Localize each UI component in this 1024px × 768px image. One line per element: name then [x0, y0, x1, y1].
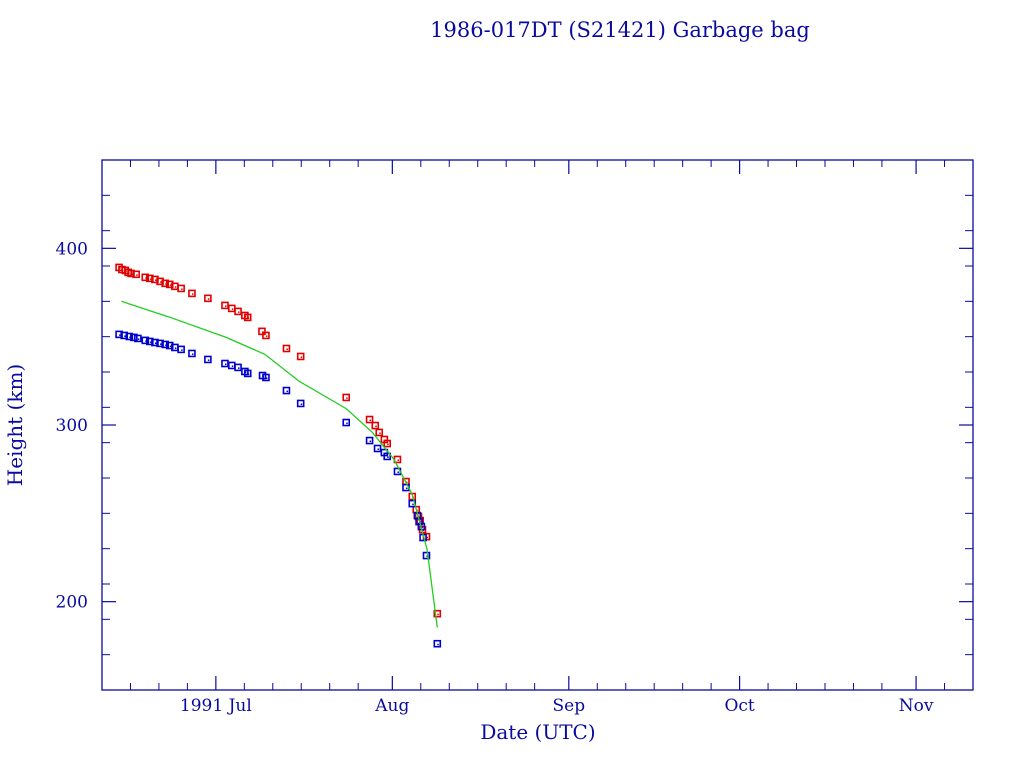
y-tick-label: 200 [56, 593, 88, 613]
apogee-point [433, 609, 442, 618]
apogee-point [156, 277, 164, 286]
apogee-point [165, 280, 174, 289]
y-tick-label: 300 [56, 416, 88, 436]
apogee-point [375, 428, 384, 437]
perigee-point [243, 369, 252, 378]
apogee-point [342, 393, 351, 402]
apogee-point [234, 307, 242, 316]
perigee-point [146, 337, 154, 346]
y-tick-label: 400 [56, 239, 88, 259]
x-tick-label: Aug [374, 696, 409, 716]
x-tick-label: Nov [899, 696, 934, 716]
mean-height-line [121, 300, 438, 628]
apogee-point [177, 284, 185, 293]
apogee-point [258, 327, 266, 336]
perigee-point [234, 363, 242, 372]
perigee-point [433, 639, 442, 648]
perigee-point [151, 338, 159, 347]
plot-area [115, 263, 442, 648]
perigee-point [262, 373, 270, 382]
apogee-point [227, 304, 236, 313]
apogee-point [146, 274, 154, 283]
perigee-point [120, 331, 129, 340]
perigee-point [221, 359, 229, 368]
apogee-point [221, 301, 229, 310]
apogee-point [365, 415, 374, 424]
chart-title: 1986-017DT (S21421) Garbage bag [430, 18, 810, 42]
perigee-point [161, 340, 169, 349]
x-tick-label: Oct [724, 696, 754, 716]
perigee-point [141, 336, 150, 345]
apogee-point [151, 275, 159, 284]
y-axis-label: Height (km) [3, 364, 27, 486]
perigee-point [422, 551, 431, 560]
perigee-point [282, 386, 291, 395]
apogee-point [282, 344, 291, 353]
perigee-point [188, 349, 196, 358]
perigee-point [373, 444, 382, 453]
x-axis: 1991 Jul Aug Sep Oct Nov [129, 160, 946, 716]
x-tick-label: 1991 Jul [180, 696, 252, 716]
apogee-point [132, 270, 140, 279]
apogee-point [204, 294, 212, 303]
perigee-point [177, 345, 185, 354]
perigee-point [165, 341, 174, 350]
apogee-point [371, 421, 380, 430]
y-axis: 200 300 400 [56, 159, 973, 691]
apogee-point [243, 313, 252, 322]
apogee-point [296, 352, 305, 361]
apogee-point [141, 273, 150, 282]
perigee-point [204, 355, 212, 364]
apogee-point [127, 269, 135, 278]
apogee-point [161, 279, 169, 288]
perigee-point [134, 334, 142, 343]
perigee-point [156, 339, 164, 348]
x-tick-label: Sep [553, 696, 586, 716]
perigee-point [383, 452, 392, 461]
x-axis-label: Date (UTC) [480, 720, 595, 744]
perigee-point [342, 418, 351, 427]
perigee-point [227, 361, 236, 370]
apogee-point [383, 439, 392, 448]
perigee-point [125, 332, 134, 341]
perigee-point [365, 436, 374, 445]
plot-frame [101, 159, 974, 691]
perigee-point [115, 330, 123, 339]
apogee-point [188, 289, 196, 298]
apogee-point [262, 331, 270, 340]
perigee-point [296, 399, 305, 408]
